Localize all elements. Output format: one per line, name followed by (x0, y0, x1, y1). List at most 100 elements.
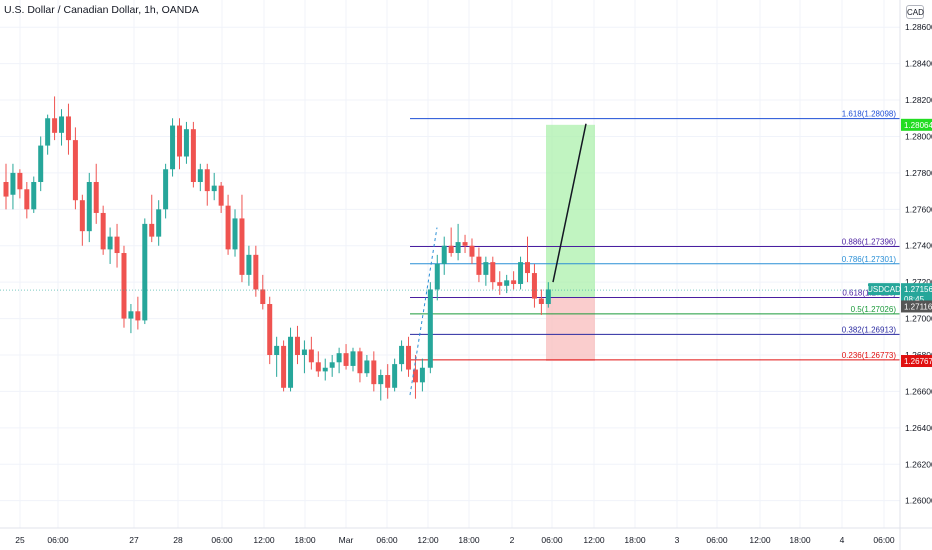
candle-body (497, 282, 503, 286)
candle-body (177, 125, 182, 157)
candle-body (163, 169, 169, 210)
candle-body (483, 262, 489, 275)
candle-body (518, 262, 524, 284)
candle-body (128, 311, 134, 319)
time-tick-label: 12:00 (417, 535, 439, 545)
candle-body (260, 289, 266, 305)
price-badge-box (901, 355, 932, 368)
candle-body (448, 245, 454, 254)
candle-body (59, 116, 65, 133)
price-tick-label: 1.28400 (905, 59, 932, 69)
time-tick-label: 18:00 (294, 535, 316, 545)
fib-level-label: 0.786(1.27301) (842, 255, 897, 264)
price-badge: 1.26767 (901, 355, 932, 368)
price-badge-box (901, 118, 932, 131)
fib-trend-line[interactable] (409, 227, 438, 396)
price-badge-box (901, 300, 932, 313)
fib-level-label: 0.382(1.26913) (842, 325, 897, 334)
candle-body (434, 263, 440, 290)
candle-body (476, 256, 482, 275)
candle-body (281, 345, 287, 388)
candle-body (72, 140, 78, 201)
fib-level-label: 0.236(1.26773) (842, 351, 897, 360)
candle-body (427, 289, 433, 368)
bar-countdown: 08:45 (904, 295, 925, 304)
candle-body (364, 360, 370, 374)
candle-body (10, 172, 16, 195)
candle-body (156, 209, 162, 237)
candle-body (371, 360, 377, 385)
candle-body (308, 349, 314, 363)
candle-body (121, 253, 127, 319)
candle-body (343, 353, 349, 366)
candle-body (267, 304, 273, 355)
candle-body (350, 351, 356, 366)
candle-body (52, 118, 58, 133)
candle-body (441, 245, 447, 264)
price-tick-label: 1.28000 (905, 131, 932, 141)
candle-body (218, 185, 224, 206)
profit-zone[interactable] (546, 124, 595, 298)
fib-level-label: 0.5(1.27026) (851, 305, 897, 314)
symbol-tag-label: USDCAD (867, 285, 901, 294)
time-tick-label: 18:00 (624, 535, 646, 545)
candle-body (79, 200, 85, 232)
candle-body (288, 336, 294, 388)
symbol-tag (868, 283, 900, 296)
projection-line[interactable] (552, 123, 587, 283)
drawing-overlays[interactable] (0, 123, 900, 396)
price-tick-label: 1.26400 (905, 423, 932, 433)
candle-body (462, 242, 468, 246)
price-badge: 1.28064 (901, 118, 932, 131)
fib-level-label: 1.618(1.28098) (842, 110, 897, 119)
candle-body (253, 254, 259, 290)
candle-body (329, 362, 335, 368)
candle-body (86, 182, 92, 232)
chart-title: U.S. Dollar / Canadian Dollar, 1h, OANDA (4, 4, 199, 16)
price-badge-value: 1.27116 (904, 302, 932, 311)
time-tick-label: 12:00 (749, 535, 771, 545)
price-tick-label: 1.26800 (905, 350, 932, 360)
time-axis[interactable]: 25 06:00 27 28 06:00 12:00 18:00 Mar 06:00 12:00 1… (0, 527, 932, 545)
last-price-value: 1.27156 (904, 285, 932, 294)
candle-body (406, 345, 412, 370)
candle-body (294, 336, 300, 355)
candlestick-series (3, 96, 551, 401)
candle-body (239, 218, 245, 275)
candle-body (322, 367, 328, 372)
candle-body (336, 353, 342, 363)
loss-zone[interactable] (546, 297, 595, 362)
candle-body (504, 280, 510, 286)
candle-body (31, 182, 37, 210)
candle-body (204, 169, 210, 192)
candle-body (17, 172, 23, 190)
candle-body (274, 345, 280, 355)
candle-body (45, 118, 51, 146)
candle-body (412, 369, 418, 383)
candle-body (3, 182, 9, 197)
fibonacci-extension-tool[interactable]: 1.618(1.28098) 0.886(1.27396) 0.786(1.2730… (410, 110, 900, 361)
candle-body (100, 212, 106, 250)
candle-body (142, 223, 148, 321)
candle-body (419, 367, 425, 383)
price-badge-value: 1.28064 (904, 121, 932, 130)
time-tick-label: 06:00 (376, 535, 398, 545)
candle-body (197, 169, 203, 182)
candle-body (232, 218, 238, 250)
price-tick-label: 1.27800 (905, 168, 932, 178)
candle-body (190, 129, 196, 182)
currency-button[interactable]: CAD (906, 5, 924, 19)
price-badge-value: 1.26767 (904, 357, 932, 366)
candle-body (545, 289, 551, 305)
candle-body (301, 349, 307, 355)
candle-body (531, 273, 537, 299)
price-tick-label: 1.27400 (905, 241, 932, 251)
price-axis[interactable]: 1.26000 1.26200 1.26400 1.26600 1.26800 1.270… (867, 0, 932, 550)
time-tick-label: 12:00 (253, 535, 275, 545)
price-tick-label: 1.27000 (905, 314, 932, 324)
candle-body (378, 375, 384, 385)
long-position-tool[interactable] (546, 124, 595, 362)
